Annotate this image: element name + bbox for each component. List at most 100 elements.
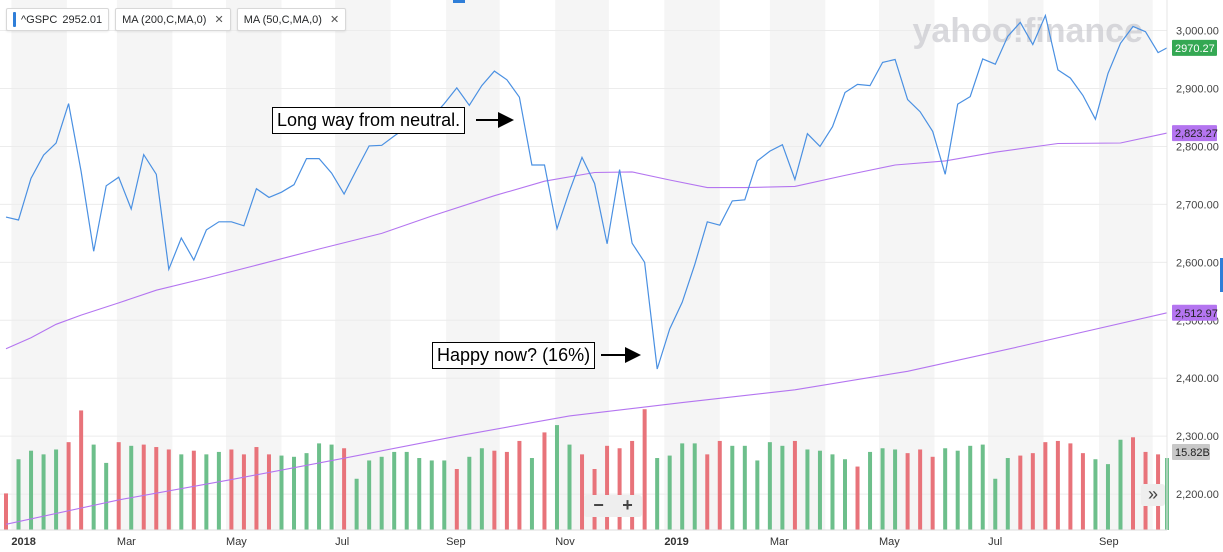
month-band bbox=[769, 0, 826, 530]
volume-bar bbox=[680, 443, 685, 530]
volume-bar bbox=[943, 448, 948, 530]
x-tick-label: Jul bbox=[988, 536, 1002, 548]
y-axis: 2,200.002,300.002,400.002,500.002,600.00… bbox=[1176, 26, 1219, 502]
month-band bbox=[555, 0, 609, 530]
volume-bar bbox=[54, 449, 59, 530]
volume-bar bbox=[442, 460, 447, 530]
volume-bar bbox=[104, 462, 109, 530]
volume-bar bbox=[4, 493, 8, 530]
volume-last-label-bg bbox=[1172, 444, 1210, 460]
volume-bar bbox=[993, 478, 998, 530]
volume-bar bbox=[317, 443, 322, 530]
volume-bar bbox=[479, 448, 484, 530]
month-band bbox=[11, 0, 67, 530]
volume-bar bbox=[66, 442, 71, 530]
volume-bar bbox=[367, 460, 372, 530]
volume-bar bbox=[29, 450, 34, 530]
y-tick-label: 2,900.00 bbox=[1176, 83, 1219, 95]
price-last-label: 2970.27 bbox=[1175, 43, 1215, 55]
month-band bbox=[878, 0, 935, 530]
volume-bar bbox=[554, 425, 559, 530]
ma200-line bbox=[5, 312, 1168, 525]
month-band bbox=[226, 0, 282, 530]
volume-bar bbox=[16, 459, 21, 530]
volume-bar bbox=[667, 455, 672, 530]
volume-bar bbox=[968, 445, 973, 530]
annotation-long-way: Long way from neutral. bbox=[272, 107, 466, 134]
yahoo-finance-watermark: yahoo!finance bbox=[913, 12, 1143, 50]
legend-ma200-label: MA (200,C,MA,0) bbox=[122, 13, 207, 26]
volume-bar bbox=[1080, 453, 1085, 530]
ma200-last-label: 2,512.97 bbox=[1175, 308, 1218, 320]
month-band bbox=[1099, 0, 1153, 530]
close-icon[interactable]: ✕ bbox=[214, 14, 224, 26]
volume-bar bbox=[542, 432, 547, 530]
volume-bar bbox=[191, 450, 196, 530]
volume-bar bbox=[204, 454, 209, 530]
volume-bar bbox=[630, 440, 635, 530]
volume-bar bbox=[755, 460, 760, 530]
volume-bar bbox=[354, 478, 359, 530]
volume-bar bbox=[1118, 439, 1123, 530]
volume-bar bbox=[617, 448, 622, 530]
volume-bar bbox=[842, 459, 847, 530]
zoom-in-button[interactable]: + bbox=[622, 495, 633, 515]
last-value-labels: 2970.27 2,823.27 2,512.97 15.82B bbox=[1172, 39, 1218, 460]
volume-bar bbox=[880, 448, 885, 530]
volume-bar bbox=[91, 444, 96, 530]
y-tick-label: 2,400.00 bbox=[1176, 373, 1219, 385]
volume-bar bbox=[417, 458, 422, 530]
volume-last-label: 15.82B bbox=[1175, 447, 1210, 459]
month-band bbox=[664, 0, 720, 530]
price-last-label-bg bbox=[1172, 39, 1217, 56]
volume-bar bbox=[279, 455, 284, 530]
x-tick-label: Mar bbox=[117, 536, 136, 548]
ma50-last-label: 2,823.27 bbox=[1175, 128, 1218, 140]
legend-price-value: 2952.01 bbox=[62, 13, 103, 26]
x-tick-label: May bbox=[879, 536, 900, 548]
x-tick-label: Jul bbox=[335, 536, 349, 548]
volume-bar bbox=[429, 460, 434, 530]
series-color-swatch bbox=[13, 12, 16, 27]
volume-bar bbox=[830, 454, 835, 530]
legend-price[interactable]: ^GSPC 2952.01 bbox=[6, 8, 110, 31]
volume-bar bbox=[154, 447, 159, 530]
volume-bar bbox=[492, 450, 497, 530]
x-axis: 2018 Mar May Jul Sep Nov 2019 Mar May Jul Sep bbox=[0, 529, 1167, 548]
volume-bar bbox=[1043, 442, 1048, 530]
volume-bar bbox=[767, 442, 772, 530]
volume-bar bbox=[717, 440, 722, 530]
volume-bar bbox=[329, 444, 334, 530]
volume-bar bbox=[918, 449, 923, 530]
volume-bar bbox=[529, 458, 534, 530]
volume-bar bbox=[780, 445, 785, 530]
volume-bar bbox=[1018, 455, 1023, 530]
close-icon[interactable]: ✕ bbox=[329, 14, 340, 26]
y-tick-label: 2,200.00 bbox=[1176, 489, 1219, 501]
legend-ma200[interactable]: MA (200,C,MA,0) ✕ bbox=[115, 8, 231, 31]
zoom-out-button[interactable]: − bbox=[593, 495, 604, 515]
y-tick-label: 3,000.00 bbox=[1176, 26, 1219, 38]
volume-bar bbox=[392, 451, 397, 530]
volume-bar bbox=[304, 453, 309, 530]
month-band bbox=[988, 0, 1044, 530]
zoom-controls: − + bbox=[584, 495, 642, 517]
volume-bar bbox=[79, 410, 84, 530]
volume-bar bbox=[893, 449, 898, 530]
legend-ma50[interactable]: MA (50,C,MA,0) ✕ bbox=[236, 8, 347, 31]
volume-bar bbox=[905, 453, 910, 530]
volume-bar bbox=[1055, 440, 1060, 530]
volume-bar bbox=[241, 454, 246, 530]
price-line bbox=[5, 13, 1168, 370]
volume-bar bbox=[454, 469, 459, 530]
volume-bar bbox=[1005, 458, 1010, 530]
side-panel-handle[interactable] bbox=[1220, 258, 1223, 292]
expand-button[interactable]: » bbox=[1141, 484, 1165, 506]
x-tick-label: Sep bbox=[446, 536, 466, 548]
annotation-arrows bbox=[476, 112, 641, 363]
volume-bar bbox=[730, 445, 735, 530]
volume-bar bbox=[1105, 464, 1110, 530]
legend-ma50-label: MA (50,C,MA,0) bbox=[243, 13, 322, 26]
volume-bar bbox=[742, 445, 747, 530]
